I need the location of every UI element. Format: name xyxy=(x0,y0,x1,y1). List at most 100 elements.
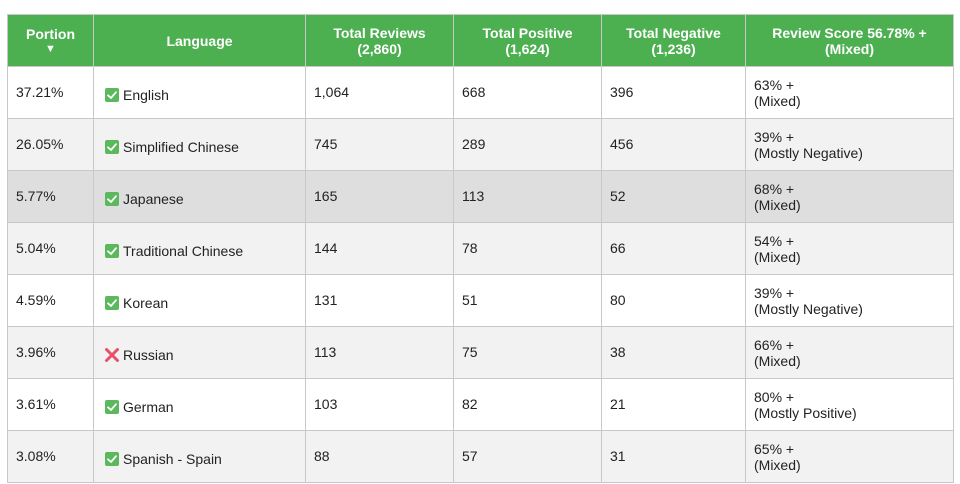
language-cell: Korean xyxy=(93,274,306,327)
total-positive-cell: 289 xyxy=(453,118,602,171)
table-row[interactable]: 37.21% English 1,064 668 396 63% + (Mixed) xyxy=(7,66,954,119)
total-reviews-cell-value: 144 xyxy=(314,239,338,256)
header-total-reviews-count: (2,860) xyxy=(357,40,402,57)
language-name: Japanese xyxy=(123,190,184,207)
total-negative-cell-value: 38 xyxy=(610,343,626,360)
portion-cell-value: 4.59% xyxy=(16,291,56,308)
table-row[interactable]: 4.59% Korean 131 51 80 39% + (Mostly Negative) xyxy=(7,274,954,327)
check-icon xyxy=(104,399,120,415)
portion-cell: 26.05% xyxy=(7,118,94,171)
total-reviews-cell-value: 165 xyxy=(314,187,338,204)
total-positive-cell: 668 xyxy=(453,66,602,119)
total-negative-cell: 38 xyxy=(601,326,746,379)
total-negative-cell-value: 396 xyxy=(610,83,634,100)
review-score-rating: (Mixed) xyxy=(754,248,801,265)
language-name: Korean xyxy=(123,294,169,311)
header-total-positive[interactable]: Total Positive (1,624) xyxy=(453,14,602,67)
language-cell-content: Japanese xyxy=(104,191,297,207)
check-icon xyxy=(104,451,120,467)
total-negative-cell-value: 31 xyxy=(610,447,626,464)
review-score-percent: 80% + xyxy=(754,388,795,405)
language-name: Traditional Chinese xyxy=(123,242,244,259)
header-review-score-label: Review Score 56.78% + xyxy=(772,24,927,41)
table-header-row: Portion ▼ Language Total Reviews (2,860)… xyxy=(7,14,954,67)
table-row[interactable]: 26.05% Simplified Chinese 745 289 456 39% + (M… xyxy=(7,118,954,171)
portion-cell: 3.96% xyxy=(7,326,94,379)
total-reviews-cell: 103 xyxy=(305,378,454,431)
review-score-percent: 65% + xyxy=(754,440,795,457)
language-cell: Russian xyxy=(93,326,306,379)
total-positive-cell-value: 57 xyxy=(462,447,478,464)
total-negative-cell-value: 456 xyxy=(610,135,634,152)
total-positive-cell-value: 289 xyxy=(462,135,486,152)
portion-cell-value: 3.96% xyxy=(16,343,56,360)
portion-cell-value: 5.77% xyxy=(16,187,56,204)
portion-cell-value: 3.61% xyxy=(16,395,56,412)
language-cell: German xyxy=(93,378,306,431)
header-total-negative[interactable]: Total Negative (1,236) xyxy=(601,14,746,67)
review-score-rating: (Mixed) xyxy=(754,196,801,213)
total-reviews-cell-value: 745 xyxy=(314,135,338,152)
header-language[interactable]: Language xyxy=(93,14,306,67)
header-total-negative-label: Total Negative xyxy=(626,24,721,41)
total-positive-cell-value: 51 xyxy=(462,291,478,308)
header-total-reviews[interactable]: Total Reviews (2,860) xyxy=(305,14,454,67)
portion-cell-value: 3.08% xyxy=(16,447,56,464)
sort-desc-icon[interactable]: ▼ xyxy=(45,42,56,55)
review-score-cell: 39% + (Mostly Negative) xyxy=(745,118,954,171)
review-score-rating: (Mostly Positive) xyxy=(754,404,857,421)
total-positive-cell: 75 xyxy=(453,326,602,379)
total-positive-cell-value: 75 xyxy=(462,343,478,360)
table-row[interactable]: 5.77% Japanese 165 113 52 68% + (Mixed) xyxy=(7,170,954,223)
total-positive-cell: 57 xyxy=(453,430,602,483)
header-language-label: Language xyxy=(166,32,233,49)
total-negative-cell: 66 xyxy=(601,222,746,275)
total-negative-cell-value: 52 xyxy=(610,187,626,204)
total-negative-cell: 21 xyxy=(601,378,746,431)
header-total-positive-count: (1,624) xyxy=(505,40,550,57)
language-reviews-table-container: Portion ▼ Language Total Reviews (2,860)… xyxy=(7,14,954,483)
review-score-cell: 68% + (Mixed) xyxy=(745,170,954,223)
total-negative-cell-value: 80 xyxy=(610,291,626,308)
check-icon xyxy=(104,191,120,207)
total-reviews-cell: 88 xyxy=(305,430,454,483)
language-name: English xyxy=(123,86,169,103)
review-score-percent: 63% + xyxy=(754,76,795,93)
total-negative-cell: 31 xyxy=(601,430,746,483)
total-reviews-cell-value: 88 xyxy=(314,447,330,464)
total-reviews-cell: 144 xyxy=(305,222,454,275)
total-reviews-cell-value: 131 xyxy=(314,291,338,308)
total-negative-cell-value: 21 xyxy=(610,395,626,412)
total-positive-cell-value: 78 xyxy=(462,239,478,256)
review-score-cell: 63% + (Mixed) xyxy=(745,66,954,119)
table-body: 37.21% English 1,064 668 396 63% + (Mixed) 26.0… xyxy=(7,66,954,483)
total-reviews-cell: 1,064 xyxy=(305,66,454,119)
language-cell-content: German xyxy=(104,399,297,415)
header-review-score[interactable]: Review Score 56.78% + (Mixed) xyxy=(745,14,954,67)
table-row[interactable]: 3.61% German 103 82 21 80% + (Mostly Positive) xyxy=(7,378,954,431)
header-portion[interactable]: Portion ▼ xyxy=(7,14,94,67)
table-row[interactable]: 3.96% Russian 113 75 38 66% + (Mixed) xyxy=(7,326,954,379)
review-score-cell: 39% + (Mostly Negative) xyxy=(745,274,954,327)
language-cell: Japanese xyxy=(93,170,306,223)
language-name: Russian xyxy=(123,346,174,363)
total-positive-cell-value: 668 xyxy=(462,83,486,100)
total-reviews-cell-value: 103 xyxy=(314,395,338,412)
total-positive-cell: 78 xyxy=(453,222,602,275)
portion-cell-value: 37.21% xyxy=(16,83,64,100)
portion-cell-value: 26.05% xyxy=(16,135,64,152)
check-icon xyxy=(104,295,120,311)
total-positive-cell: 51 xyxy=(453,274,602,327)
portion-cell: 5.04% xyxy=(7,222,94,275)
total-reviews-cell: 131 xyxy=(305,274,454,327)
review-score-percent: 66% + xyxy=(754,336,795,353)
language-cell-content: Korean xyxy=(104,295,297,311)
table-row[interactable]: 5.04% Traditional Chinese 144 78 66 54% + (Mix… xyxy=(7,222,954,275)
total-negative-cell: 52 xyxy=(601,170,746,223)
language-cell: Spanish - Spain xyxy=(93,430,306,483)
portion-cell: 5.77% xyxy=(7,170,94,223)
table-row[interactable]: 3.08% Spanish - Spain 88 57 31 65% + (Mixed) xyxy=(7,430,954,483)
review-score-cell: 80% + (Mostly Positive) xyxy=(745,378,954,431)
review-score-cell: 66% + (Mixed) xyxy=(745,326,954,379)
language-cell-content: Simplified Chinese xyxy=(104,139,297,155)
